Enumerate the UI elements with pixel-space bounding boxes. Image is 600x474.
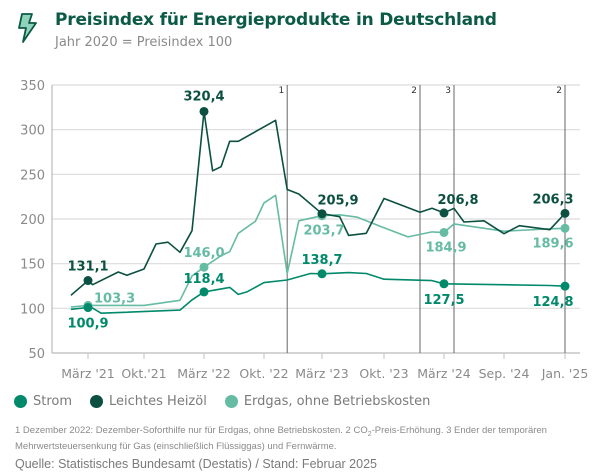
y-tick-label: 250 xyxy=(20,168,45,183)
data-point-erdgas xyxy=(560,223,570,233)
legend: Strom Leichtes Heizöl Erdgas, ohne Betri… xyxy=(14,394,430,409)
footnote-subscript: 2 xyxy=(367,430,372,438)
legend-swatch-strom xyxy=(14,395,27,408)
chart-title: Preisindex für Energieprodukte in Deutsc… xyxy=(55,10,497,30)
y-tick-label: 350 xyxy=(20,79,45,94)
footnote-text: -Preis-Erhöhung. 3 Ender der temporären … xyxy=(15,425,547,452)
data-label-heizoel: 206,8 xyxy=(437,193,478,208)
legend-item-heizoel: Leichtes Heizöl xyxy=(90,394,207,409)
data-label-heizoel: 206,3 xyxy=(532,192,573,207)
data-label-strom: 127,5 xyxy=(423,293,464,308)
data-label-erdgas: 189,6 xyxy=(532,236,573,251)
data-point-strom xyxy=(439,279,449,289)
data-label-strom: 100,9 xyxy=(67,317,108,332)
x-tick-label: Okt. '22 xyxy=(239,366,288,381)
y-tick-label: 100 xyxy=(20,302,45,317)
footnote-text: 1 Dezember 2022: Dezember-Soforthilfe nu… xyxy=(15,425,368,436)
data-label-heizoel: 131,1 xyxy=(67,260,108,275)
x-tick-label: März '24 xyxy=(417,366,471,381)
data-label-strom: 124,8 xyxy=(532,295,573,310)
data-point-heizoel xyxy=(317,209,327,219)
legend-item-erdgas: Erdgas, ohne Betriebskosten xyxy=(224,394,431,409)
x-tick-label: Okt.'21 xyxy=(121,366,166,381)
footnote: 1 Dezember 2022: Dezember-Soforthilfe nu… xyxy=(15,425,595,453)
data-label-strom: 118,4 xyxy=(183,272,224,287)
series-line-heizoel xyxy=(70,110,566,296)
x-tick-label: März '23 xyxy=(295,366,348,381)
legend-item-strom: Strom xyxy=(14,394,72,409)
source-line: Quelle: Statistisches Bundesamt (Destati… xyxy=(15,457,377,471)
data-point-strom xyxy=(317,269,327,279)
annotation-label: 3 xyxy=(445,86,451,96)
data-point-heizoel xyxy=(199,106,209,116)
data-point-heizoel xyxy=(439,208,449,218)
data-label-erdgas: 184,9 xyxy=(425,240,466,255)
y-tick-label: 150 xyxy=(20,258,45,273)
x-tick-label: März '22 xyxy=(177,366,230,381)
legend-label: Strom xyxy=(33,394,73,409)
series-line-strom xyxy=(70,271,566,314)
annotation-label: 2 xyxy=(411,86,417,96)
chart-subtitle: Jahr 2020 = Preisindex 100 xyxy=(55,35,233,50)
annotation-label: 1 xyxy=(278,86,284,96)
x-tick-label: Jan. '25 xyxy=(541,366,589,381)
x-tick-label: Sep. '24 xyxy=(479,366,530,381)
data-point-erdgas xyxy=(199,262,209,272)
y-tick-label: 50 xyxy=(28,347,45,362)
x-tick-label: Okt. '23 xyxy=(359,366,408,381)
data-label-erdgas: 146,0 xyxy=(183,246,224,261)
x-tick-label: März '21 xyxy=(61,366,114,381)
data-point-strom xyxy=(199,287,209,297)
data-point-heizoel xyxy=(83,276,93,286)
annotation-label: 2 xyxy=(556,86,562,96)
lightning-bolt-icon xyxy=(17,12,39,48)
legend-label: Leichtes Heizöl xyxy=(109,394,207,409)
data-label-heizoel: 205,9 xyxy=(317,194,358,209)
y-tick-label: 300 xyxy=(20,124,45,139)
legend-swatch-erdgas xyxy=(224,395,238,408)
legend-label: Erdgas, ohne Betriebskosten xyxy=(243,394,431,409)
y-tick-label: 200 xyxy=(20,213,45,228)
data-label-erdgas: 203,7 xyxy=(303,224,344,239)
data-label-erdgas: 103,3 xyxy=(94,291,135,306)
data-point-strom xyxy=(83,303,93,313)
data-point-erdgas xyxy=(439,227,449,237)
legend-swatch-heizoel xyxy=(90,395,104,408)
data-point-strom xyxy=(560,281,570,291)
data-point-heizoel xyxy=(560,208,570,218)
data-label-heizoel: 320,4 xyxy=(183,89,224,104)
data-label-strom: 138,7 xyxy=(301,253,342,268)
